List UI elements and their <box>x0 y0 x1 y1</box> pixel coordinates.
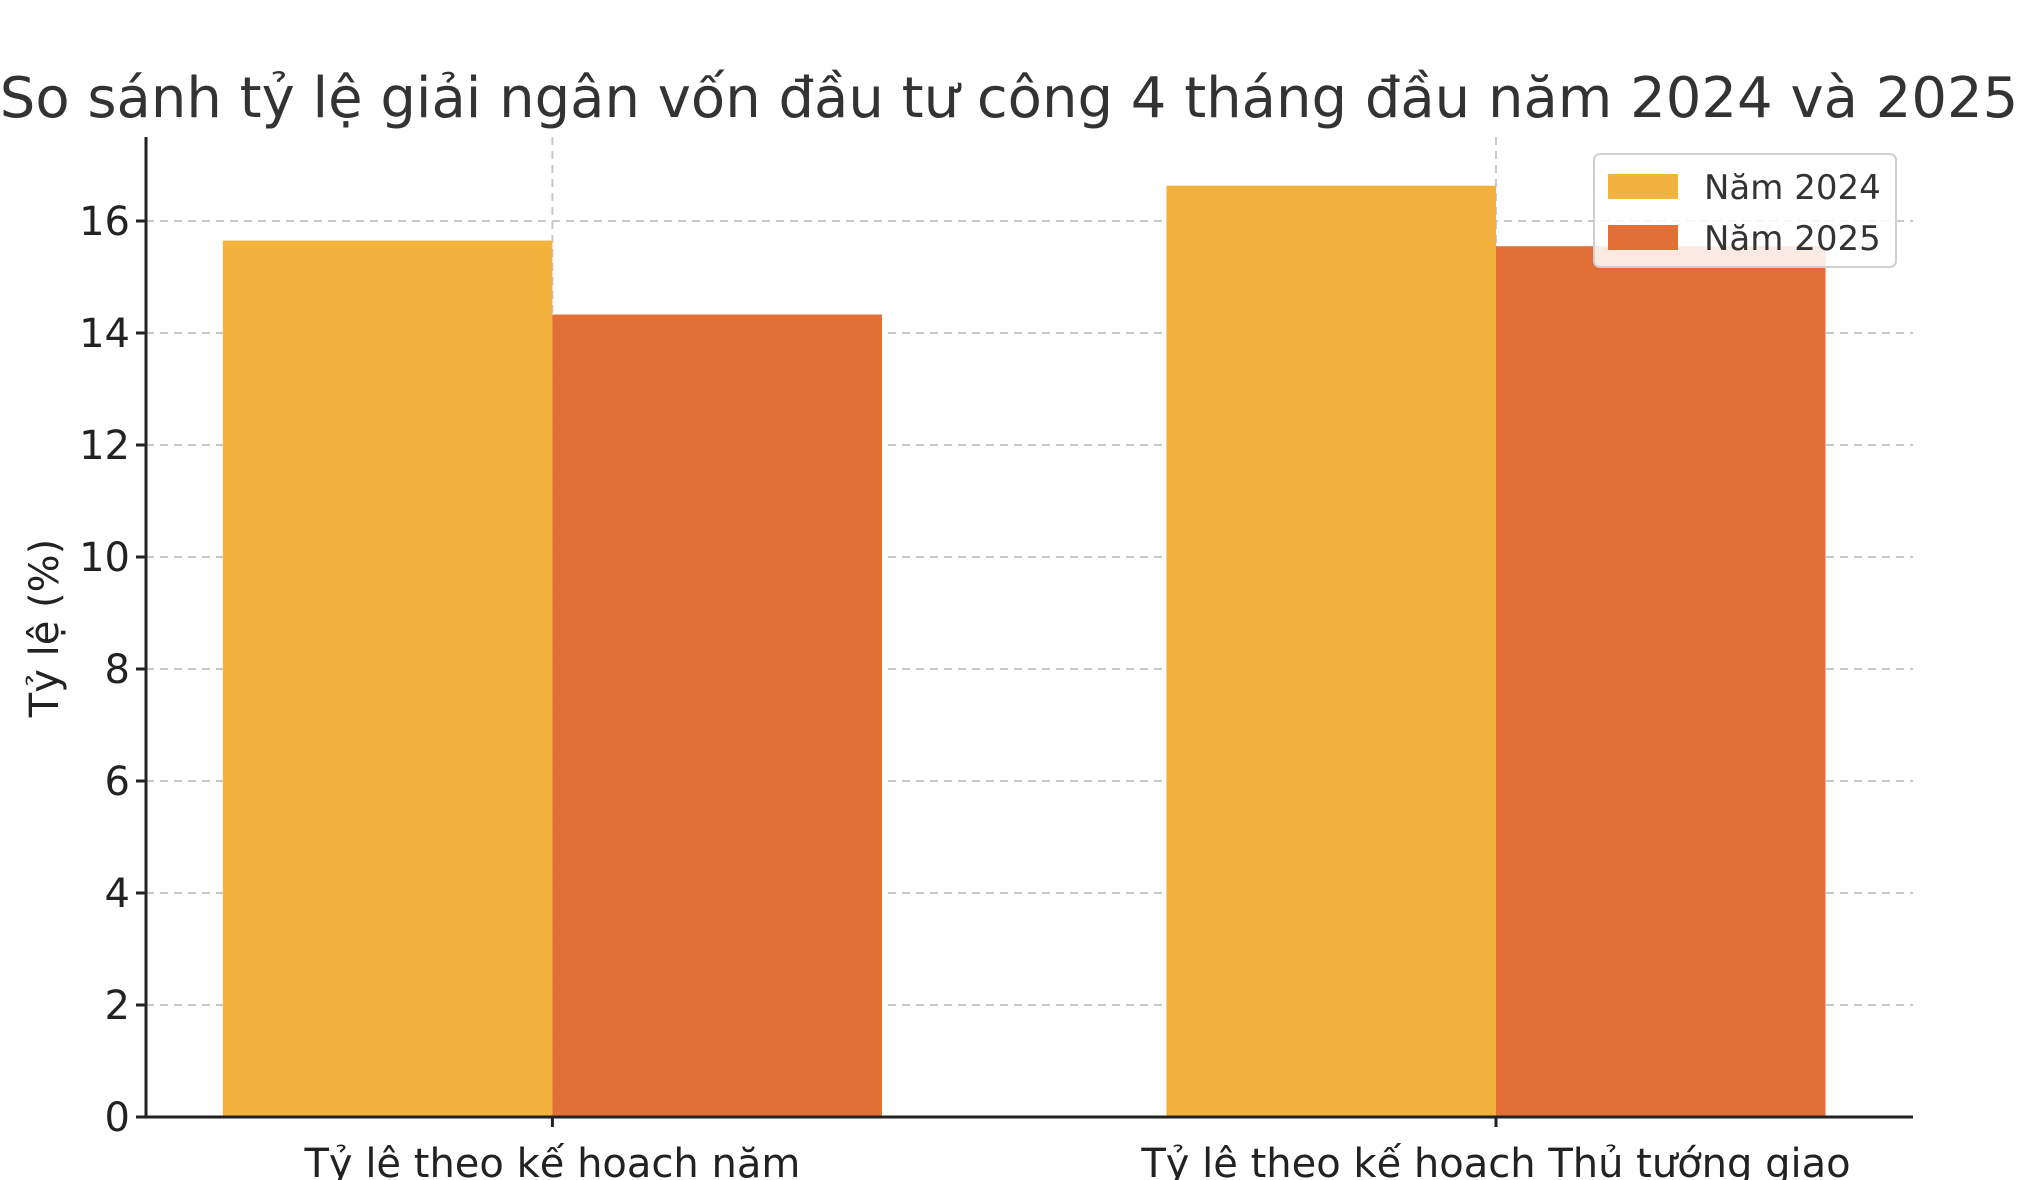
x-tick-label: Tỷ lệ theo kế hoạch Thủ tướng giao <box>1140 1141 1850 1180</box>
legend-label-1: Năm 2024 <box>1704 168 1881 208</box>
chart-title: So sánh tỷ lệ giải ngân vốn đầu tư công … <box>0 66 2018 131</box>
bar-2-2 <box>1495 246 1826 1117</box>
x-tick-label: Tỷ lệ theo kế hoạch năm <box>304 1141 801 1180</box>
y-tick-labels: 0 2 4 6 8 10 12 14 16 <box>79 199 130 1141</box>
legend-swatch-2 <box>1608 225 1678 250</box>
y-tick-label: 2 <box>105 983 130 1029</box>
legend-swatch-1 <box>1608 174 1678 199</box>
y-tick-label: 6 <box>105 759 130 805</box>
y-tick-label: 4 <box>105 871 130 917</box>
x-tick-labels: Tỷ lệ theo kế hoạch năm Tỷ lệ theo kế hoạ… <box>304 1141 1851 1180</box>
legend-label-2: Năm 2025 <box>1704 219 1881 259</box>
y-tick-label: 0 <box>105 1095 130 1141</box>
bar-2-1 <box>552 314 882 1117</box>
bar-1-1 <box>222 240 553 1118</box>
y-tick-label: 10 <box>79 535 130 581</box>
bar-1-2 <box>1166 185 1496 1118</box>
y-tick-label: 14 <box>79 311 130 357</box>
bars <box>222 185 1826 1118</box>
y-tick-label: 8 <box>105 647 130 693</box>
y-axis-label: Tỷ lệ (%) <box>22 539 68 718</box>
y-tick-label: 12 <box>79 423 130 469</box>
y-tick-label: 16 <box>79 199 130 245</box>
axes <box>136 137 1913 1127</box>
legend: Năm 2024 Năm 2025 <box>1593 153 1897 268</box>
